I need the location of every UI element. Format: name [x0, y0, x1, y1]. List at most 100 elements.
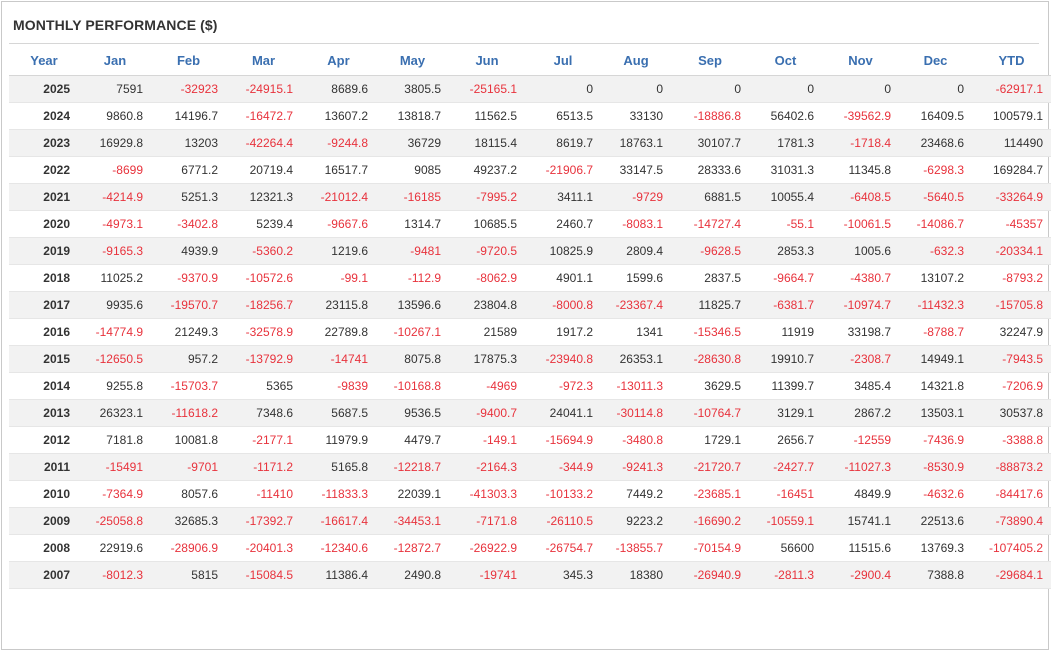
cell-may: 13596.6 — [376, 291, 449, 319]
cell-jan: -7364.9 — [79, 480, 151, 508]
cell-jan: -4973.1 — [79, 210, 151, 238]
cell-apr: -14741 — [301, 345, 376, 373]
cell-oct: 1781.3 — [749, 129, 822, 157]
cell-mar: 5365 — [226, 372, 301, 400]
cell-dec: 0 — [899, 75, 972, 103]
cell-jan: 26323.1 — [79, 399, 151, 427]
cell-jun: -9720.5 — [449, 237, 525, 265]
cell-may: 8075.8 — [376, 345, 449, 373]
column-header-may: May — [376, 46, 449, 76]
cell-feb: 4939.9 — [151, 237, 226, 265]
cell-jun: -26922.9 — [449, 534, 525, 562]
table-row: 2025 7591 -32923 -24915.1 8689.6 3805.5 -25165… — [9, 75, 1051, 103]
cell-oct: -6381.7 — [749, 291, 822, 319]
cell-mar: -32578.9 — [226, 318, 301, 346]
cell-nov: 11345.8 — [822, 156, 899, 184]
cell-apr: 11979.9 — [301, 426, 376, 454]
cell-feb: -11618.2 — [151, 399, 226, 427]
cell-feb: -32923 — [151, 75, 226, 103]
table-row: 2010 -7364.9 8057.6 -11410 -11833.3 22039.1 -4… — [9, 480, 1051, 508]
cell-jan: 7591 — [79, 75, 151, 103]
cell-oct: 11399.7 — [749, 372, 822, 400]
cell-aug: -9241.3 — [601, 453, 671, 481]
cell-dec: -632.3 — [899, 237, 972, 265]
cell-nov: 0 — [822, 75, 899, 103]
cell-dec: 14321.8 — [899, 372, 972, 400]
cell-jan: 16929.8 — [79, 129, 151, 157]
cell-oct: 31031.3 — [749, 156, 822, 184]
cell-jan: -4214.9 — [79, 183, 151, 211]
cell-sep: -15346.5 — [671, 318, 749, 346]
cell-nov: 3485.4 — [822, 372, 899, 400]
cell-nov: 2867.2 — [822, 399, 899, 427]
row-year: 2016 — [9, 318, 79, 346]
cell-ytd: -8793.2 — [972, 264, 1051, 292]
cell-feb: -19570.7 — [151, 291, 226, 319]
cell-jun: -9400.7 — [449, 399, 525, 427]
cell-apr: 22789.8 — [301, 318, 376, 346]
cell-feb: 14196.7 — [151, 102, 226, 130]
cell-nov: 33198.7 — [822, 318, 899, 346]
cell-mar: -17392.7 — [226, 507, 301, 535]
cell-jul: 345.3 — [525, 561, 601, 589]
cell-aug: -30114.8 — [601, 399, 671, 427]
cell-mar: 5239.4 — [226, 210, 301, 238]
cell-jun: 49237.2 — [449, 156, 525, 184]
cell-feb: 32685.3 — [151, 507, 226, 535]
cell-apr: 8689.6 — [301, 75, 376, 103]
row-year: 2012 — [9, 426, 79, 454]
cell-jun: 23804.8 — [449, 291, 525, 319]
cell-nov: -12559 — [822, 426, 899, 454]
cell-feb: -9701 — [151, 453, 226, 481]
cell-apr: -12340.6 — [301, 534, 376, 562]
cell-sep: 3629.5 — [671, 372, 749, 400]
cell-mar: 12321.3 — [226, 183, 301, 211]
cell-sep: 0 — [671, 75, 749, 103]
cell-jan: 7181.8 — [79, 426, 151, 454]
table-row: 2014 9255.8 -15703.7 5365 -9839 -10168.8 -4969… — [9, 372, 1051, 400]
cell-jan: 9860.8 — [79, 102, 151, 130]
cell-jul: -344.9 — [525, 453, 601, 481]
table-row: 2012 7181.8 10081.8 -2177.1 11979.9 4479.7 -14… — [9, 426, 1051, 454]
row-year: 2021 — [9, 183, 79, 211]
cell-nov: -10974.7 — [822, 291, 899, 319]
cell-oct: 56402.6 — [749, 102, 822, 130]
table-row: 2021 -4214.9 5251.3 12321.3 -21012.4 -16185 -7… — [9, 183, 1051, 211]
column-header-aug: Aug — [601, 46, 671, 76]
cell-sep: 2837.5 — [671, 264, 749, 292]
cell-ytd: -20334.1 — [972, 237, 1051, 265]
cell-may: 13818.7 — [376, 102, 449, 130]
cell-oct: -55.1 — [749, 210, 822, 238]
cell-jan: -9165.3 — [79, 237, 151, 265]
cell-jun: -41303.3 — [449, 480, 525, 508]
row-year: 2014 — [9, 372, 79, 400]
cell-nov: 15741.1 — [822, 507, 899, 535]
cell-aug: 0 — [601, 75, 671, 103]
cell-may: 2490.8 — [376, 561, 449, 589]
cell-may: -112.9 — [376, 264, 449, 292]
cell-jan: -8012.3 — [79, 561, 151, 589]
cell-ytd: 100579.1 — [972, 102, 1051, 130]
cell-dec: 13107.2 — [899, 264, 972, 292]
column-header-jul: Jul — [525, 46, 601, 76]
cell-apr: 13607.2 — [301, 102, 376, 130]
cell-ytd: -84417.6 — [972, 480, 1051, 508]
cell-jul: -26754.7 — [525, 534, 601, 562]
cell-dec: -4632.6 — [899, 480, 972, 508]
column-header-oct: Oct — [749, 46, 822, 76]
cell-ytd: -7206.9 — [972, 372, 1051, 400]
cell-ytd: -62917.1 — [972, 75, 1051, 103]
cell-mar: -5360.2 — [226, 237, 301, 265]
cell-mar: -2177.1 — [226, 426, 301, 454]
column-header-sep: Sep — [671, 46, 749, 76]
cell-sep: -21720.7 — [671, 453, 749, 481]
cell-jul: 10825.9 — [525, 237, 601, 265]
cell-dec: -7436.9 — [899, 426, 972, 454]
cell-feb: 5815 — [151, 561, 226, 589]
cell-jun: -25165.1 — [449, 75, 525, 103]
cell-sep: -9628.5 — [671, 237, 749, 265]
cell-jan: 9255.8 — [79, 372, 151, 400]
cell-jul: -26110.5 — [525, 507, 601, 535]
cell-dec: -6298.3 — [899, 156, 972, 184]
